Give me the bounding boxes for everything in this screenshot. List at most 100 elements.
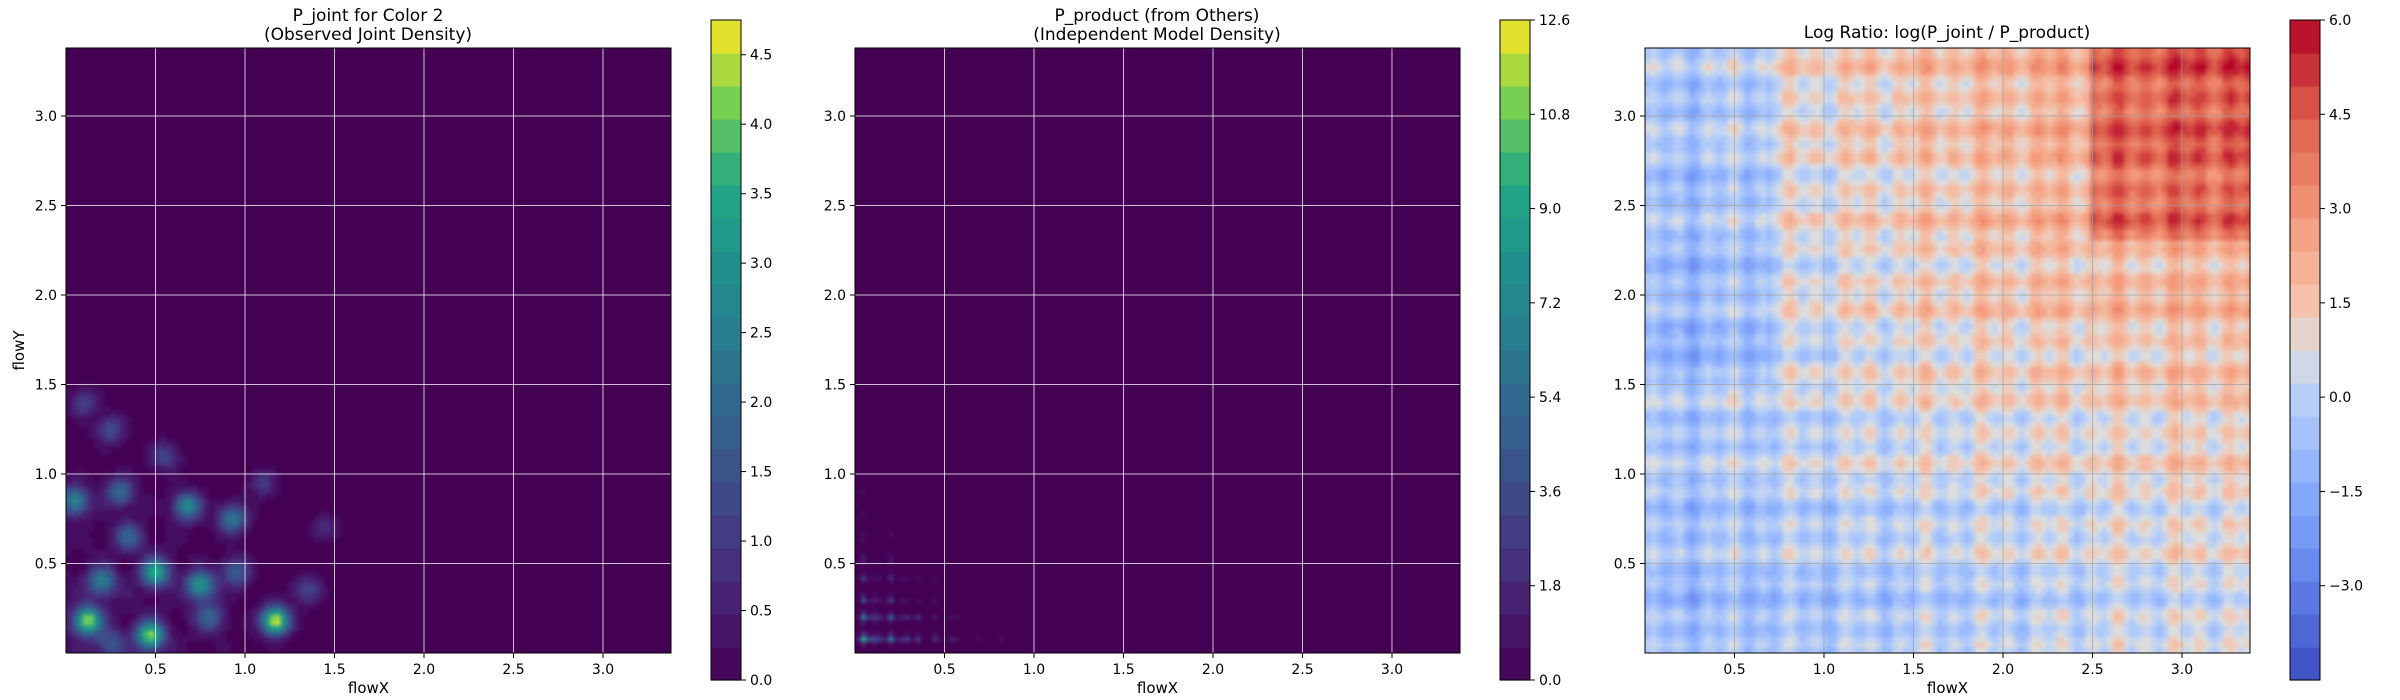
- colorbar-band: [2290, 284, 2320, 318]
- colorbar-band: [1500, 218, 1530, 252]
- x-axis-label: flowX: [348, 679, 389, 697]
- colorbar-band: [711, 416, 741, 450]
- axes-frame: [1644, 47, 2251, 654]
- colorbar-band: [2290, 581, 2320, 615]
- chart-title: Log Ratio: log(P_joint / P_product): [1804, 23, 2090, 43]
- y-tick-label: 3.0: [824, 109, 846, 125]
- colorbar-band: [1500, 185, 1530, 219]
- x-tick-label: 3.0: [592, 662, 614, 678]
- x-tick-label: 0.5: [144, 662, 166, 678]
- colorbar-tick-label: 0.0: [750, 673, 772, 689]
- y-tick-label: 2.5: [35, 199, 57, 215]
- colorbar-frame: [1499, 19, 1531, 681]
- colorbar-band: [1500, 20, 1530, 54]
- colorbar: −3.0 −1.5 0.0 1.5 3.0 4.5 6.0: [2289, 13, 2363, 681]
- x-tick-label: 3.0: [2171, 662, 2193, 678]
- colorbar-band: [1500, 449, 1530, 483]
- colorbar-band: [2290, 317, 2320, 351]
- colorbar-band: [711, 383, 741, 417]
- y-tick-label: 0.5: [824, 557, 846, 573]
- colorbar-band: [2290, 152, 2320, 186]
- chart-title: P_product (from Others) (Independent Mode…: [1033, 6, 1281, 45]
- y-tick-label: 3.0: [35, 109, 57, 125]
- colorbar-tick-label: 1.0: [750, 534, 772, 550]
- y-tick-label: 2.0: [1614, 288, 1636, 304]
- colorbar-frame: [710, 19, 742, 681]
- x-tick-label: 2.0: [1202, 662, 1224, 678]
- x-tick-label: 3.0: [1381, 662, 1403, 678]
- y-tick-label: 0.5: [1614, 557, 1636, 573]
- colorbar-band: [1500, 317, 1530, 351]
- x-tick-label: 1.5: [323, 662, 345, 678]
- colorbar-tick-label: 3.0: [750, 256, 772, 272]
- colorbar-band: [711, 251, 741, 285]
- colorbar-band: [711, 581, 741, 615]
- x-tick-label: 1.0: [1023, 662, 1045, 678]
- colorbar-band: [2290, 482, 2320, 516]
- colorbar-band: [2290, 548, 2320, 582]
- x-tick-label: 2.0: [413, 662, 435, 678]
- axes-frame: [65, 47, 672, 654]
- colorbar-band: [1500, 383, 1530, 417]
- colorbar-band: [711, 614, 741, 648]
- chart-title: P_joint for Color 2 (Observed Joint Densi…: [264, 6, 472, 45]
- panel-1: P_joint for Color 2 (Observed Joint Densi…: [10, 6, 772, 697]
- colorbar-band: [711, 350, 741, 384]
- x-axis-label: flowX: [1137, 679, 1178, 697]
- x-tick-label: 1.0: [1813, 662, 1835, 678]
- x-tick-label: 2.5: [502, 662, 524, 678]
- colorbar-band: [711, 647, 741, 681]
- colorbar-tick-label: 2.0: [750, 395, 772, 411]
- colorbar-band: [1500, 548, 1530, 582]
- colorbar-band: [1500, 152, 1530, 186]
- colorbar-band: [711, 482, 741, 516]
- y-tick-label: 1.0: [1614, 467, 1636, 483]
- colorbar-tick-label: 12.6: [1539, 13, 1570, 29]
- y-tick-label: 2.5: [1614, 199, 1636, 215]
- colorbar-band: [711, 20, 741, 54]
- colorbar-band: [2290, 614, 2320, 648]
- panel-2: P_product (from Others) (Independent Mode…: [824, 6, 1571, 697]
- colorbar-band: [1500, 284, 1530, 318]
- colorbar-band: [711, 152, 741, 186]
- colorbar-tick-label: 3.0: [2329, 202, 2351, 218]
- y-tick-label: 2.0: [35, 288, 57, 304]
- colorbar-tick-label: 0.0: [2329, 390, 2351, 406]
- colorbar-band: [2290, 515, 2320, 549]
- x-tick-label: 0.5: [933, 662, 955, 678]
- colorbar-band: [2290, 251, 2320, 285]
- colorbar-band: [1500, 581, 1530, 615]
- x-tick-label: 2.5: [2081, 662, 2103, 678]
- colorbar-tick-label: 3.5: [750, 187, 772, 203]
- colorbar-band: [711, 284, 741, 318]
- heatmap-image: [855, 48, 1460, 653]
- colorbar-band: [2290, 647, 2320, 681]
- colorbar-tick-label: 4.5: [2329, 107, 2351, 123]
- colorbar-band: [711, 119, 741, 153]
- colorbar-band: [1500, 350, 1530, 384]
- colorbar-tick-label: 1.5: [750, 465, 772, 481]
- colorbar-band: [1500, 416, 1530, 450]
- colorbar-band: [2290, 185, 2320, 219]
- colorbar-band: [1500, 647, 1530, 681]
- colorbar-band: [1500, 515, 1530, 549]
- y-tick-label: 2.0: [824, 288, 846, 304]
- x-tick-label: 2.0: [1992, 662, 2014, 678]
- x-tick-label: 1.5: [1112, 662, 1134, 678]
- colorbar-band: [2290, 53, 2320, 87]
- colorbar-tick-label: 1.8: [1539, 579, 1561, 595]
- colorbar-tick-label: 7.2: [1539, 296, 1561, 312]
- colorbar-band: [2290, 20, 2320, 54]
- colorbar-tick-label: 9.0: [1539, 202, 1561, 218]
- colorbar: 0.0 1.8 3.6 5.4 7.2 9.0 10.8 12.6: [1499, 13, 1570, 689]
- y-tick-label: 3.0: [1614, 109, 1636, 125]
- colorbar-tick-label: 0.5: [750, 604, 772, 620]
- colorbar-band: [2290, 449, 2320, 483]
- x-axis-label: flowX: [1927, 679, 1968, 697]
- colorbar-tick-label: 0.0: [1539, 673, 1561, 689]
- y-tick-label: 0.5: [35, 557, 57, 573]
- colorbar-band: [2290, 119, 2320, 153]
- heatmap-image: [1645, 48, 2250, 653]
- y-tick-label: 1.0: [35, 467, 57, 483]
